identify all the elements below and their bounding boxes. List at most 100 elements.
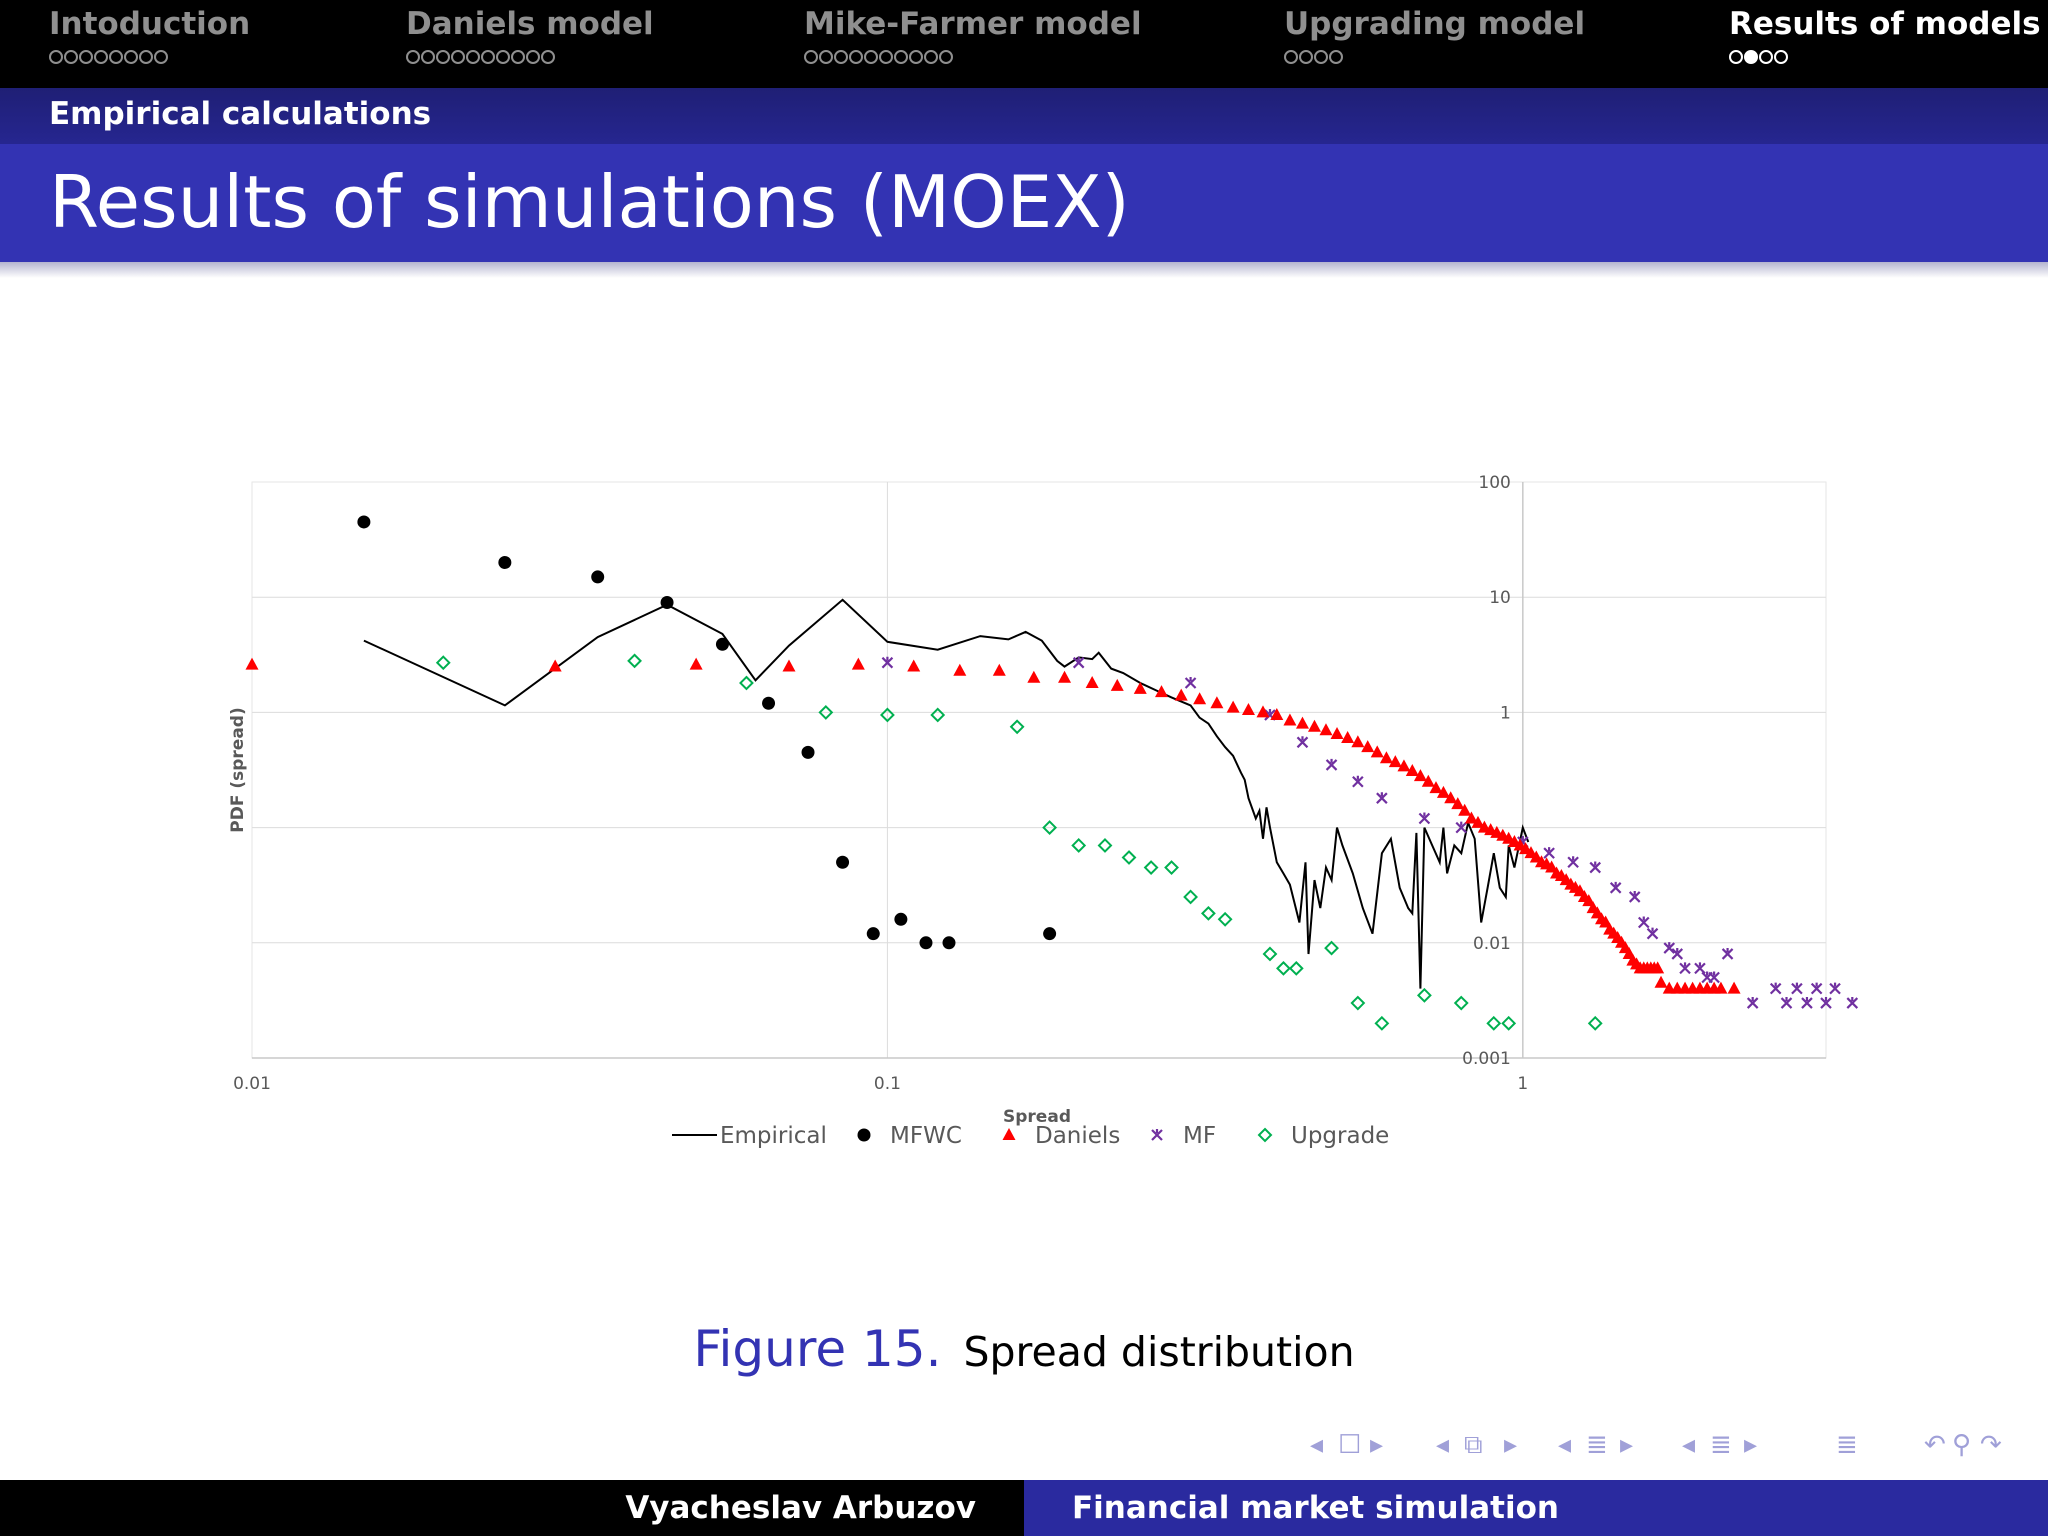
mfwc-point (591, 570, 605, 584)
legend-marker-mf (1151, 1129, 1163, 1141)
mfwc-point (801, 745, 815, 759)
nav-frame-dot[interactable] (94, 49, 108, 64)
nav-frame-dot[interactable] (421, 49, 435, 64)
daniels-point (1436, 785, 1450, 798)
nav-next-subsection-icon[interactable]: ▸ (1504, 1430, 1518, 1460)
legend-label-mf: MF (1183, 1123, 1216, 1149)
daniels-point (1241, 702, 1255, 715)
daniels-point (1421, 774, 1435, 787)
nav-frame-dot[interactable] (909, 49, 923, 64)
daniels-point (1330, 726, 1344, 739)
daniels-point (1464, 811, 1478, 824)
footer-author-box: Vyacheslav Arbuzov (0, 1480, 1024, 1536)
nav-section-title[interactable]: Upgrading model (1284, 6, 1586, 42)
nav-frame-icon[interactable]: ☐ (1338, 1430, 1362, 1460)
mfwc-point (919, 936, 933, 950)
upgrade-point (1262, 946, 1278, 962)
nav-frame-dot[interactable] (804, 49, 818, 64)
daniels-point (1155, 685, 1169, 698)
nav-frame-dot[interactable] (139, 49, 153, 64)
nav-frame-dot[interactable] (49, 49, 63, 64)
daniels-point (1174, 688, 1188, 701)
nav-frame-dot[interactable] (79, 49, 93, 64)
nav-frame-dot[interactable] (819, 49, 833, 64)
mf-point (881, 656, 894, 669)
nav-frame-dots (1284, 44, 1585, 68)
nav-frame-dot[interactable] (1774, 49, 1788, 64)
nav-section-title[interactable]: Mike-Farmer model (804, 6, 1142, 42)
nav-back-icon[interactable]: ↶ (1924, 1430, 1946, 1460)
footer-author: Vyacheslav Arbuzov (625, 1490, 976, 1526)
nav-frame-dot[interactable] (541, 49, 555, 64)
daniels-point (548, 659, 562, 672)
nav-document-icon[interactable]: ≣ (1710, 1430, 1732, 1460)
daniels-point (1226, 700, 1240, 713)
mfwc-point (836, 855, 850, 869)
nav-next-frame-icon[interactable]: ▸ (1370, 1430, 1384, 1460)
upgrade-point (930, 707, 946, 723)
nav-frame-dot[interactable] (451, 49, 465, 64)
nav-section-icon[interactable]: ≣ (1586, 1430, 1608, 1460)
nav-frame-dot[interactable] (1759, 49, 1773, 64)
mfwc-point (498, 556, 512, 570)
nav-frame-dot[interactable] (64, 49, 78, 64)
nav-appendix-icon[interactable]: ≣ (1836, 1430, 1858, 1460)
nav-prev-subsection-icon[interactable]: ◂ (1436, 1430, 1450, 1460)
nav-section-3[interactable]: Mike-Farmer model (804, 4, 1142, 68)
nav-section-4[interactable]: Upgrading model (1284, 4, 1585, 68)
mfwc-point (660, 595, 674, 609)
series-daniels (245, 657, 1741, 994)
upgrade-point (1501, 1015, 1517, 1031)
nav-frame-dot[interactable] (124, 49, 138, 64)
legend-marker-upgrade (1257, 1127, 1273, 1143)
daniels-point (1270, 707, 1284, 720)
nav-frame-dot[interactable] (109, 49, 123, 64)
nav-forward-icon[interactable]: ↷ (1980, 1430, 2002, 1460)
nav-frame-dot[interactable] (154, 49, 168, 64)
nav-frame-dot[interactable] (894, 49, 908, 64)
daniels-point (1361, 740, 1375, 753)
nav-prev-frame-icon[interactable]: ◂ (1310, 1430, 1324, 1460)
daniels-point (1133, 681, 1147, 694)
nav-frame-dot[interactable] (1314, 49, 1328, 64)
daniels-point (1193, 692, 1207, 705)
mfwc-point (894, 912, 908, 926)
upgrade-point (1374, 1015, 1390, 1031)
upgrade-point (818, 704, 834, 720)
nav-frame-dot[interactable] (1729, 49, 1743, 64)
nav-section-2[interactable]: Daniels model (406, 4, 654, 68)
nav-next-document-icon[interactable]: ▸ (1744, 1430, 1758, 1460)
nav-section-1[interactable]: Intoduction (49, 4, 250, 68)
nav-frame-dot[interactable] (526, 49, 540, 64)
nav-frame-dot[interactable] (1299, 49, 1313, 64)
subsection-title[interactable]: Empirical calculations (49, 96, 432, 132)
legend-label-empirical: Empirical (720, 1123, 827, 1149)
nav-frame-dot[interactable] (864, 49, 878, 64)
nav-frame-dot[interactable] (849, 49, 863, 64)
nav-next-section-icon[interactable]: ▸ (1620, 1430, 1634, 1460)
nav-frame-dot[interactable] (1329, 49, 1343, 64)
y-axis-title: PDF (spread) (228, 707, 248, 832)
nav-frame-dot[interactable] (406, 49, 420, 64)
nav-frame-dot[interactable] (436, 49, 450, 64)
nav-frame-dot[interactable] (879, 49, 893, 64)
nav-section-5[interactable]: Results of models (1729, 4, 2041, 68)
nav-subsection-icon[interactable]: ⧉ (1464, 1430, 1483, 1460)
nav-frame-dot[interactable] (511, 49, 525, 64)
nav-frame-dot[interactable] (466, 49, 480, 64)
nav-search-icon[interactable]: ⚲ (1952, 1430, 1972, 1460)
nav-frame-dot[interactable] (496, 49, 510, 64)
nav-section-title[interactable]: Intoduction (49, 6, 251, 42)
nav-prev-document-icon[interactable]: ◂ (1682, 1430, 1696, 1460)
nav-section-title[interactable]: Results of models (1729, 6, 2041, 42)
nav-frame-dot[interactable] (481, 49, 495, 64)
nav-section-title[interactable]: Daniels model (406, 6, 654, 42)
nav-prev-section-icon[interactable]: ◂ (1558, 1430, 1572, 1460)
nav-frame-dot[interactable] (834, 49, 848, 64)
nav-frame-dot[interactable] (1744, 49, 1758, 64)
nav-frame-dot[interactable] (924, 49, 938, 64)
nav-frame-dot[interactable] (939, 49, 953, 64)
mf-point (1846, 997, 1859, 1009)
upgrade-point (1324, 940, 1339, 956)
nav-frame-dot[interactable] (1284, 49, 1298, 64)
